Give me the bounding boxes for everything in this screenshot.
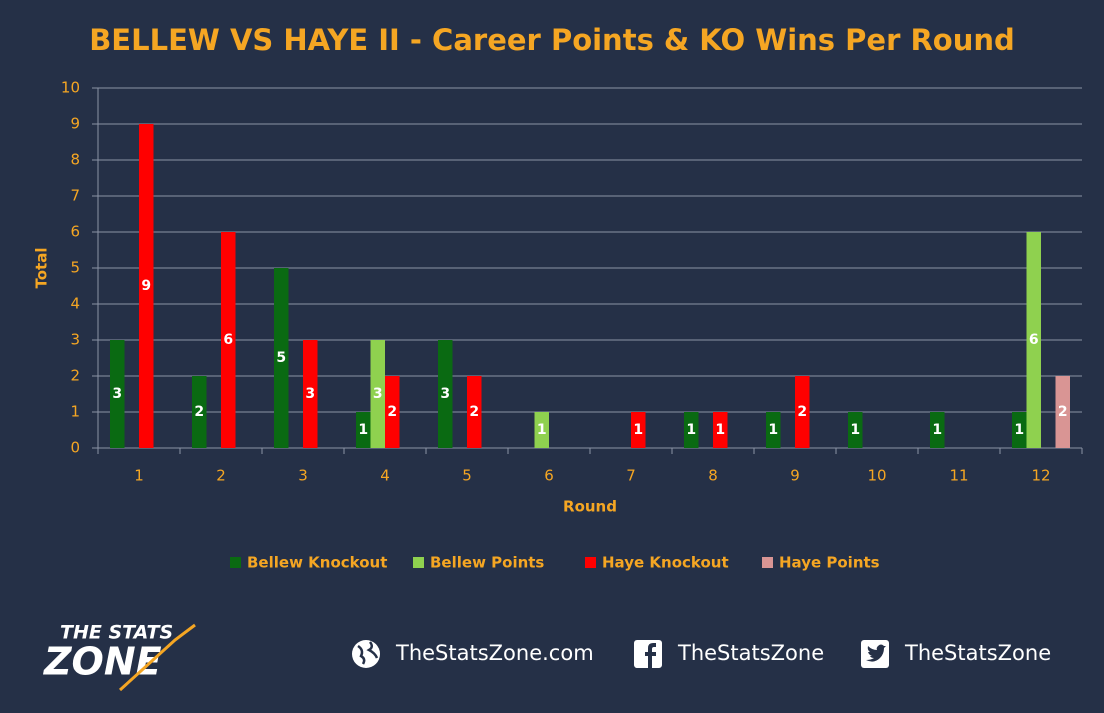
bar (139, 124, 154, 448)
data-label: 3 (305, 386, 315, 402)
data-label: 3 (373, 386, 383, 402)
data-label: 5 (276, 350, 286, 366)
data-label: 3 (440, 386, 450, 402)
x-tick-label: 11 (949, 467, 968, 485)
website: TheStatsZone.com (395, 641, 594, 665)
bar (221, 232, 236, 448)
data-label: 1 (686, 422, 696, 438)
data-label: 1 (932, 422, 942, 438)
x-tick-label: 5 (462, 467, 472, 485)
bar (274, 268, 289, 448)
logo: THE STATS ZONE (43, 622, 196, 692)
data-label: 1 (850, 422, 860, 438)
logo-bottom: ZONE (43, 640, 162, 684)
bar (930, 412, 945, 448)
data-label: 1 (768, 422, 778, 438)
twitter: TheStatsZone (904, 641, 1051, 665)
x-tick-label: 3 (298, 467, 308, 485)
facebook-icon (634, 640, 662, 668)
legend-label: Haye Knockout (602, 554, 729, 572)
bar (467, 376, 482, 448)
data-label: 1 (715, 422, 725, 438)
logo-swoosh (118, 623, 196, 692)
bar (385, 376, 400, 448)
legend-marker (413, 557, 424, 568)
legend-marker (230, 557, 241, 568)
y-tick-label: 5 (70, 259, 80, 277)
data-label: 2 (469, 404, 479, 420)
data-label: 2 (797, 404, 807, 420)
bar (795, 376, 810, 448)
bar (192, 376, 207, 448)
x-tick-label: 9 (790, 467, 800, 485)
bar (356, 412, 371, 448)
y-tick-label: 2 (70, 367, 80, 385)
legend-marker (585, 557, 596, 568)
data-label: 2 (194, 404, 204, 420)
twitter-icon (861, 640, 889, 668)
globe-icon (352, 640, 380, 668)
data-label: 1 (358, 422, 368, 438)
x-tick-label: 6 (544, 467, 554, 485)
x-tick-label: 7 (626, 467, 636, 485)
x-tick-label: 2 (216, 467, 226, 485)
x-tick-label: 12 (1031, 467, 1050, 485)
x-tick-label: 4 (380, 467, 390, 485)
data-label: 1 (633, 422, 643, 438)
data-label: 6 (223, 332, 233, 348)
y-tick-label: 0 (70, 439, 80, 457)
data-label: 1 (537, 422, 547, 438)
y-tick-label: 9 (70, 115, 80, 133)
bar (1026, 232, 1041, 448)
bar (1055, 376, 1070, 448)
logo-top: THE STATS (60, 622, 173, 644)
y-tick-label: 8 (70, 151, 80, 169)
bar (110, 340, 125, 448)
bar (370, 340, 385, 448)
bar (766, 412, 781, 448)
legend-label: Bellew Knockout (247, 554, 387, 572)
x-tick-label: 10 (867, 467, 886, 485)
x-tick-label: 1 (134, 467, 144, 485)
data-label: 3 (112, 386, 122, 402)
y-tick-label: 1 (70, 403, 80, 421)
x-axis-label: Round (563, 498, 617, 516)
bar (534, 412, 549, 448)
bar (684, 412, 699, 448)
bar (631, 412, 646, 448)
legend-marker (762, 557, 773, 568)
bar (848, 412, 863, 448)
chart-title: BELLEW VS HAYE II - Career Points & KO W… (89, 23, 1015, 57)
bar (713, 412, 728, 448)
bar (303, 340, 318, 448)
data-label: 2 (1058, 404, 1068, 420)
legend-label: Bellew Points (430, 554, 544, 572)
x-tick-label: 8 (708, 467, 718, 485)
legend-label: Haye Points (779, 554, 880, 572)
y-tick-label: 7 (70, 187, 80, 205)
data-label: 1 (1014, 422, 1024, 438)
data-label: 2 (387, 404, 397, 420)
y-axis-label: Total (33, 248, 51, 289)
facebook: TheStatsZone (677, 641, 824, 665)
y-tick-label: 10 (61, 79, 80, 97)
data-label: 9 (141, 278, 151, 294)
y-tick-label: 6 (70, 223, 80, 241)
y-tick-label: 4 (70, 295, 80, 313)
bar (438, 340, 453, 448)
bar (1012, 412, 1027, 448)
y-tick-label: 3 (70, 331, 80, 349)
data-label: 6 (1029, 332, 1039, 348)
